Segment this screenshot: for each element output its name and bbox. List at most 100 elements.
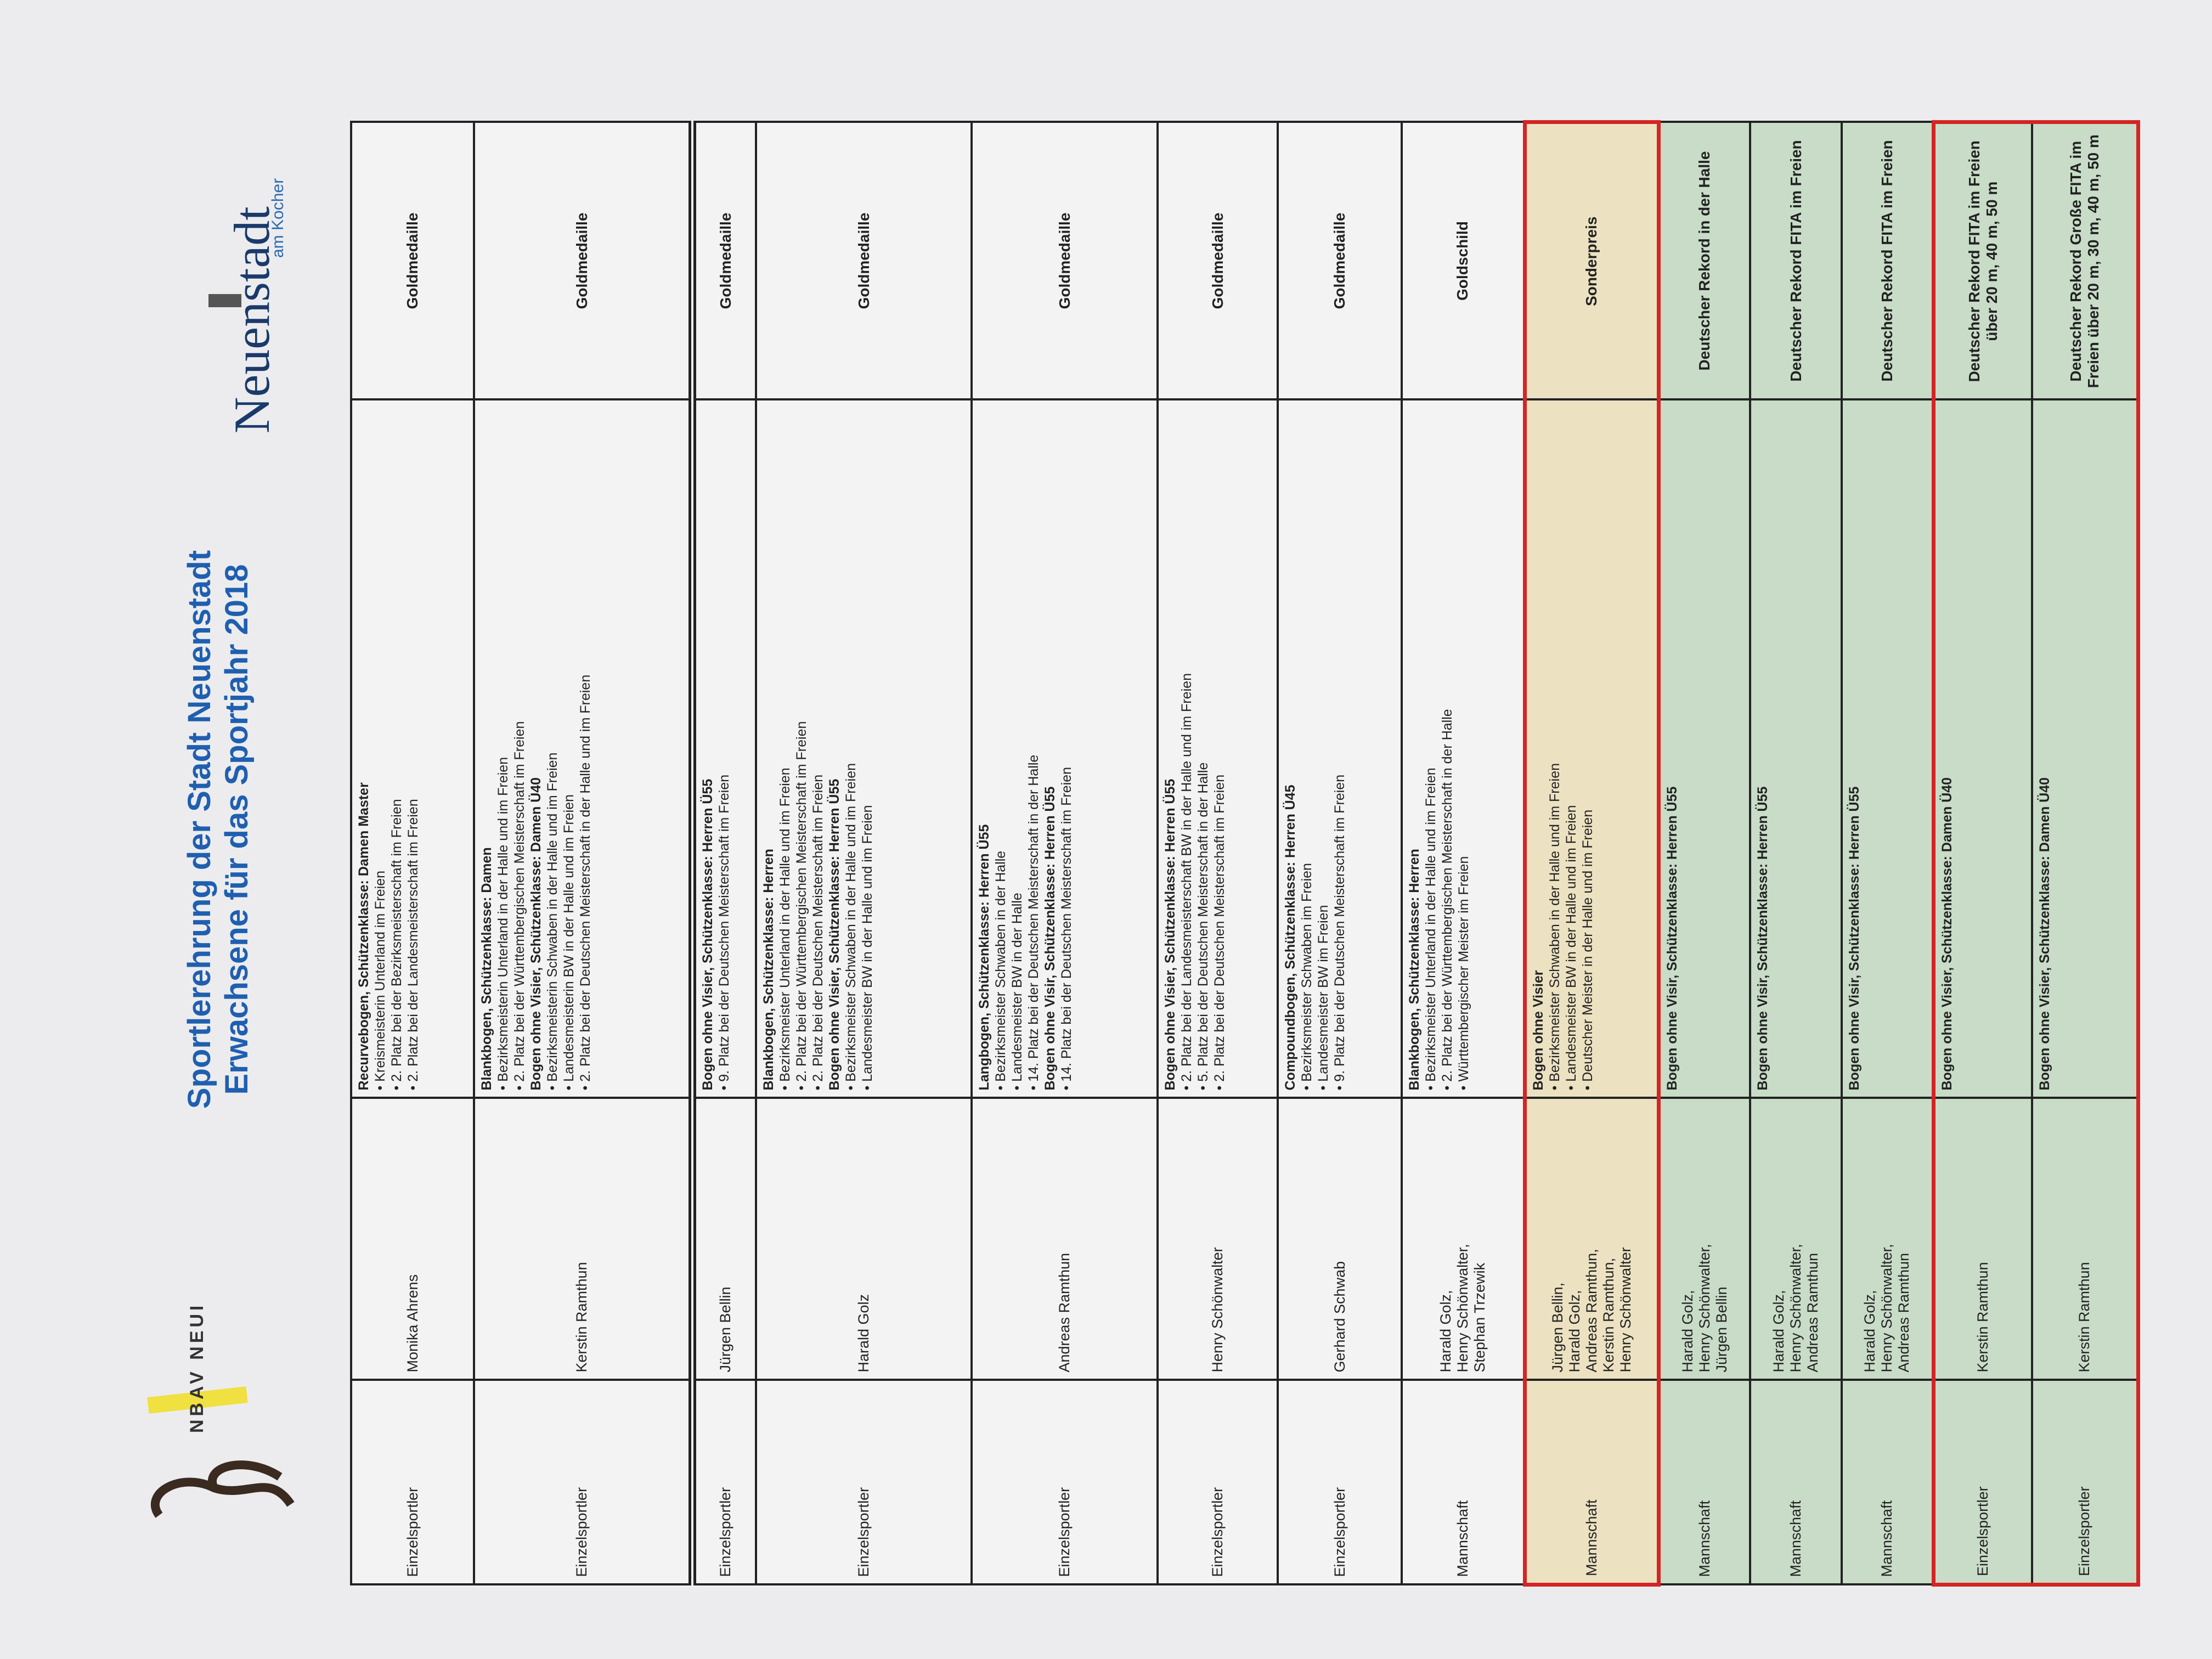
- details-cell: Bogen ohne Visier, Schützenklasse: Damen…: [1933, 399, 2032, 1098]
- name: Harald Golz,: [1770, 1290, 1787, 1373]
- detail-heading: Compoundbogen, Schützenklasse: Herren Ü4…: [1283, 785, 1298, 1091]
- detail-item: 2. Platz bei der Bezirksmeisterschaft im…: [388, 408, 405, 1091]
- name: Harald Golz,: [1861, 1290, 1878, 1373]
- table-row: Mannschaft Harald Golz, Henry Schönwalter,…: [1658, 122, 1750, 1585]
- logo-text: Neuenstadt: [224, 206, 280, 433]
- name: Henry Schönwalter: [1617, 1247, 1634, 1373]
- category-cell: Einzelsportler: [1278, 1380, 1402, 1585]
- detail-heading: Bogen ohne Visier: [1530, 970, 1546, 1091]
- table-row: Mannschaft Harald Golz, Henry Schönwalter,…: [1750, 122, 1842, 1585]
- table-row: Mannschaft Jürgen Bellin, Harald Golz, Andr…: [1525, 122, 1658, 1585]
- award-cell: Goldmedaille: [972, 122, 1158, 400]
- award-cell: Goldmedaille: [1158, 122, 1278, 400]
- names-cell: Harald Golz, Henry Schönwalter, Andreas Ra…: [1842, 1098, 1933, 1380]
- award-cell: Deutscher Rekord FITA im Freien: [1750, 122, 1842, 400]
- name: Henry Schönwalter,: [1696, 1244, 1713, 1373]
- names-cell: Harald Golz: [756, 1098, 972, 1380]
- detail-item: 2. Platz bei der Deutschen Meisterschaft…: [577, 408, 594, 1091]
- name: Andreas Ramthun,: [1583, 1249, 1600, 1373]
- table-row: Einzelsportler Jürgen Bellin Bogen ohne Vi…: [692, 122, 756, 1585]
- name: Henry Schönwalter: [1209, 1247, 1226, 1373]
- table-row: Einzelsportler Henry Schönwalter Bogen ohn…: [1158, 122, 1278, 1585]
- category-cell: Einzelsportler: [756, 1380, 972, 1585]
- category-cell: Einzelsportler: [351, 1380, 474, 1585]
- award-cell: Sonderpreis: [1525, 122, 1658, 400]
- award-cell: Deutscher Rekord Große FITA im Freien üb…: [2032, 122, 2138, 400]
- name: Henry Schönwalter,: [1787, 1244, 1804, 1373]
- names-cell: Kerstin Ramthun: [1933, 1098, 2032, 1380]
- detail-item: 2. Platz bei der Württembergischen Meist…: [1439, 408, 1455, 1091]
- name: Kerstin Ramthun: [573, 1262, 590, 1373]
- detail-item: Landesmeister BW in der Halle: [1009, 408, 1025, 1091]
- logo-text: NBAV NEUEN STADT: [187, 1307, 207, 1433]
- detail-item: Landesmeisterin BW in der Halle und im F…: [561, 408, 577, 1091]
- names-cell: Kerstin Ramthun: [2032, 1098, 2138, 1380]
- name: Henry Schönwalter,: [1454, 1244, 1471, 1373]
- table-row: Einzelsportler Harald Golz Blankbogen, Sch…: [756, 122, 972, 1585]
- award-cell: Goldmedaille: [351, 122, 474, 400]
- name: Monika Ahrens: [404, 1274, 421, 1373]
- detail-item: Landesmeister BW in der Halle und im Fre…: [1563, 408, 1579, 1091]
- details-cell: Bogen ohne VisierBezirksmeister Schwaben…: [1525, 399, 1658, 1098]
- table-row: Einzelsportler Kerstin Ramthun Bogen ohne …: [2032, 122, 2138, 1585]
- category-cell: Mannschaft: [1658, 1380, 1750, 1585]
- details-cell: Bogen ohne Visier, Schützenklasse: Herre…: [692, 399, 756, 1098]
- name: Jürgen Bellin: [1713, 1286, 1730, 1373]
- names-cell: Gerhard Schwab: [1278, 1098, 1402, 1380]
- detail-item: 2. Platz bei der Landesmeisterschaft BW …: [1178, 408, 1195, 1091]
- category-cell: Mannschaft: [1525, 1380, 1658, 1585]
- name: Henry Schönwalter,: [1878, 1244, 1895, 1373]
- award-cell: Goldmedaille: [474, 122, 692, 400]
- details-cell: Bogen ohne Visier, Schützenklasse: Herre…: [1158, 399, 1278, 1098]
- detail-item: Württembergischer Meister im Freien: [1455, 408, 1472, 1091]
- detail-heading: Blankbogen, Schützenklasse: Herren: [761, 849, 776, 1091]
- detail-item: 9. Platz bei der Deutschen Meisterschaft…: [716, 408, 732, 1091]
- details-cell: Recurvebogen, Schützenklasse: Damen Mast…: [351, 399, 474, 1098]
- detail-heading: Recurvebogen, Schützenklasse: Damen Mast…: [356, 782, 371, 1091]
- table-row: Einzelsportler Andreas Ramthun Langbogen, …: [972, 122, 1158, 1585]
- details-cell: Bogen ohne Visir, Schützenklasse: Herren…: [1750, 399, 1842, 1098]
- detail-item: 2. Platz bei der Deutschen Meisterschaft…: [810, 408, 826, 1091]
- detail-heading: Blankbogen, Schützenklasse: Herren: [1407, 849, 1422, 1091]
- names-cell: Andreas Ramthun: [972, 1098, 1158, 1380]
- detail-item: Landesmeister BW im Freien: [1315, 408, 1331, 1091]
- name: Harald Golz,: [1566, 1290, 1583, 1373]
- name: Harald Golz,: [1679, 1290, 1696, 1373]
- detail-item: Bezirksmeisterin Schwaben in der Halle u…: [544, 408, 561, 1091]
- category-cell: Einzelsportler: [972, 1380, 1158, 1585]
- name: Jürgen Bellin,: [1549, 1282, 1566, 1373]
- detail-heading: Bogen ohne Visir, Schützenklasse: Herren…: [1042, 786, 1058, 1091]
- detail-item: 5. Platz bei der Deutschen Meisterschaft…: [1195, 408, 1211, 1091]
- detail-item: Bezirksmeister Schwaben in der Halle und…: [1547, 408, 1563, 1091]
- detail-item: Bezirksmeister Unterland in der Halle un…: [1423, 408, 1439, 1091]
- subtitle: Erwachsene für das Sportjahr 2018: [219, 564, 255, 1095]
- names-cell: Jürgen Bellin: [692, 1098, 756, 1380]
- detail-heading: Bogen ohne Visier, Schützenklasse: Herre…: [1163, 778, 1178, 1091]
- details-cell: Langbogen, Schützenklasse: Herren Ü55Bez…: [972, 399, 1158, 1098]
- detail-heading: Blankbogen, Schützenklasse: Damen: [479, 847, 494, 1091]
- award-cell: Goldmedaille: [756, 122, 972, 400]
- award-cell: Goldmedaille: [1278, 122, 1402, 400]
- award-cell: Deutscher Rekord FITA im Freien über 20 …: [1933, 122, 2032, 400]
- name: Andreas Ramthun: [1895, 1252, 1912, 1373]
- details-cell: Compoundbogen, Schützenklasse: Herren Ü4…: [1278, 399, 1402, 1098]
- names-cell: Kerstin Ramthun: [474, 1098, 692, 1380]
- details-cell: Bogen ohne Visir, Schützenklasse: Herren…: [1842, 399, 1933, 1098]
- details-cell: Blankbogen, Schützenklasse: Herren Bezirk…: [756, 399, 972, 1098]
- details-cell: Blankbogen, Schützenklasse: HerrenBezirk…: [1402, 399, 1525, 1098]
- names-cell: Henry Schönwalter: [1158, 1098, 1278, 1380]
- detail-item: Kreismeisterin Unterland im Freien: [372, 408, 388, 1091]
- name: Kerstin Ramthun: [2076, 1262, 2093, 1373]
- title: Sportlerehrung der Stadt Neuenstadt: [182, 550, 217, 1109]
- detail-item: Bezirksmeister Schwaben in der Halle und…: [843, 408, 859, 1091]
- award-cell: Goldschild: [1402, 122, 1525, 400]
- detail-heading: Bogen ohne Visier, Schützenklasse: Damen…: [528, 777, 544, 1091]
- details-cell: Blankbogen, Schützenklasse: Damen Bezirks…: [474, 399, 692, 1098]
- details-cell: Bogen ohne Visier, Schützenklasse: Damen…: [2032, 399, 2138, 1098]
- names-cell: Harald Golz, Henry Schönwalter, Andreas Ra…: [1750, 1098, 1842, 1380]
- name: Stephan Trzewik: [1471, 1262, 1488, 1373]
- names-cell: Harald Golz, Henry Schönwalter, Jürgen Bel…: [1658, 1098, 1750, 1380]
- detail-heading: Bogen ohne Visier, Schützenklasse: Herre…: [700, 778, 715, 1091]
- detail-item: Bezirksmeister Schwaben in der Halle: [992, 408, 1009, 1091]
